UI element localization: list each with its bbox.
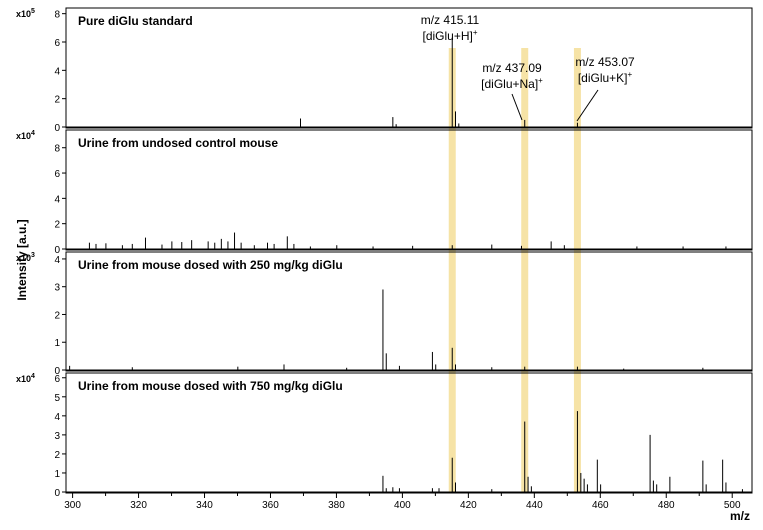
y-tick-label: 2 (54, 220, 60, 231)
annotation-2: m/z 437.09[diGlu+Na]+ (481, 61, 543, 121)
panel-frame (65, 251, 753, 372)
y-tick-label: 3 (54, 431, 60, 442)
x-tick-label: 320 (130, 500, 147, 511)
y-tick-label: 6 (54, 38, 60, 49)
panel-frame (65, 372, 753, 494)
scale-factor-base: x10 (16, 9, 31, 19)
annotation-leader-line (576, 89, 599, 122)
annotation-mz: m/z 453.07 (575, 55, 635, 69)
x-axis: 300 320 340 360 380 400 420 440 460 480 500 (64, 493, 741, 511)
annotation-ion: [diGlu+K]+ (578, 70, 633, 85)
x-tick-label: 380 (328, 500, 345, 511)
y-tick-label: 0 (54, 123, 60, 134)
y-tick-label: 1 (54, 469, 60, 480)
panel-frame (65, 129, 753, 251)
y-tick-label: 4 (54, 412, 60, 423)
highlight-band-1 (448, 48, 456, 493)
y-tick-label: 5 (54, 393, 60, 404)
highlight-band-2 (521, 48, 529, 493)
scale-factor-label: x104 (16, 130, 35, 141)
annotation-ion: [diGlu+H]+ (422, 28, 477, 43)
spectrum-panel-1: 0 2 4 6 8 x105 Pure diGlu standard (16, 7, 753, 134)
y-axis-label: Intensity [a.u.] (15, 219, 29, 300)
annotation-leader-line (511, 93, 523, 121)
panel-title: Pure diGlu standard (78, 14, 193, 28)
x-tick-label: 340 (196, 500, 213, 511)
annotation-ion-charge: + (473, 28, 478, 37)
annotation-ion-charge: + (628, 70, 633, 79)
annotation-3: m/z 453.07[diGlu+K]+ (575, 55, 635, 122)
y-tick-label: 4 (54, 194, 60, 205)
panel-title: Urine from mouse dosed with 750 mg/kg di… (78, 379, 343, 393)
highlight-bands (448, 48, 581, 493)
y-tick-label: 1 (54, 338, 60, 349)
x-tick-label: 440 (526, 500, 543, 511)
y-tick-label: 3 (54, 283, 60, 294)
x-tick-label: 300 (64, 500, 81, 511)
x-tick-label: 420 (460, 500, 477, 511)
annotation-ion-base: [diGlu+Na] (481, 77, 538, 91)
scale-factor-exponent: 4 (31, 373, 35, 380)
scale-factor-label: x103 (16, 252, 35, 263)
annotation-mz: m/z 437.09 (482, 61, 542, 75)
x-tick-label: 460 (592, 500, 609, 511)
scale-factor-exponent: 3 (31, 252, 35, 259)
annotation-mz: m/z 415.11 (421, 13, 480, 27)
y-tick-label: 2 (54, 310, 60, 321)
panel-frame (65, 7, 753, 129)
highlight-band-3 (573, 48, 581, 493)
scale-factor-exponent: 5 (31, 8, 35, 15)
annotation-ion-charge: + (538, 76, 543, 85)
peak-annotations: m/z 415.11[diGlu+H]+m/z 437.09[diGlu+Na]… (421, 13, 635, 122)
y-tick-label: 6 (54, 169, 60, 180)
y-tick-label: 8 (54, 144, 60, 155)
x-tick-label: 500 (724, 500, 741, 511)
scale-factor-label: x104 (16, 373, 35, 384)
panel-title: Urine from undosed control mouse (78, 136, 278, 150)
y-tick-label: 2 (54, 95, 60, 106)
scale-factor-base: x10 (16, 374, 31, 384)
annotation-ion: [diGlu+Na]+ (481, 76, 543, 91)
annotation-ion-base: [diGlu+K] (578, 71, 628, 85)
scale-factor-base: x10 (16, 131, 31, 141)
y-tick-label: 4 (54, 255, 60, 266)
y-tick-label: 8 (54, 10, 60, 21)
x-tick-label: 360 (262, 500, 279, 511)
scale-factor-base: x10 (16, 253, 31, 263)
annotation-1: m/z 415.11[diGlu+H]+ (421, 13, 480, 43)
y-tick-label: 0 (54, 245, 60, 256)
annotation-ion-base: [diGlu+H] (422, 29, 472, 43)
y-tick-label: 4 (54, 66, 60, 77)
y-tick-label: 6 (54, 374, 60, 385)
scale-factor-exponent: 4 (31, 130, 35, 137)
x-tick-label: 480 (658, 500, 675, 511)
x-axis-label: m/z (730, 509, 750, 523)
panel-title: Urine from mouse dosed with 250 mg/kg di… (78, 258, 343, 272)
y-tick-label: 0 (54, 366, 60, 377)
y-tick-label: 2 (54, 450, 60, 461)
y-tick-label: 0 (54, 488, 60, 499)
x-tick-label: 400 (394, 500, 411, 511)
scale-factor-label: x105 (16, 8, 35, 19)
